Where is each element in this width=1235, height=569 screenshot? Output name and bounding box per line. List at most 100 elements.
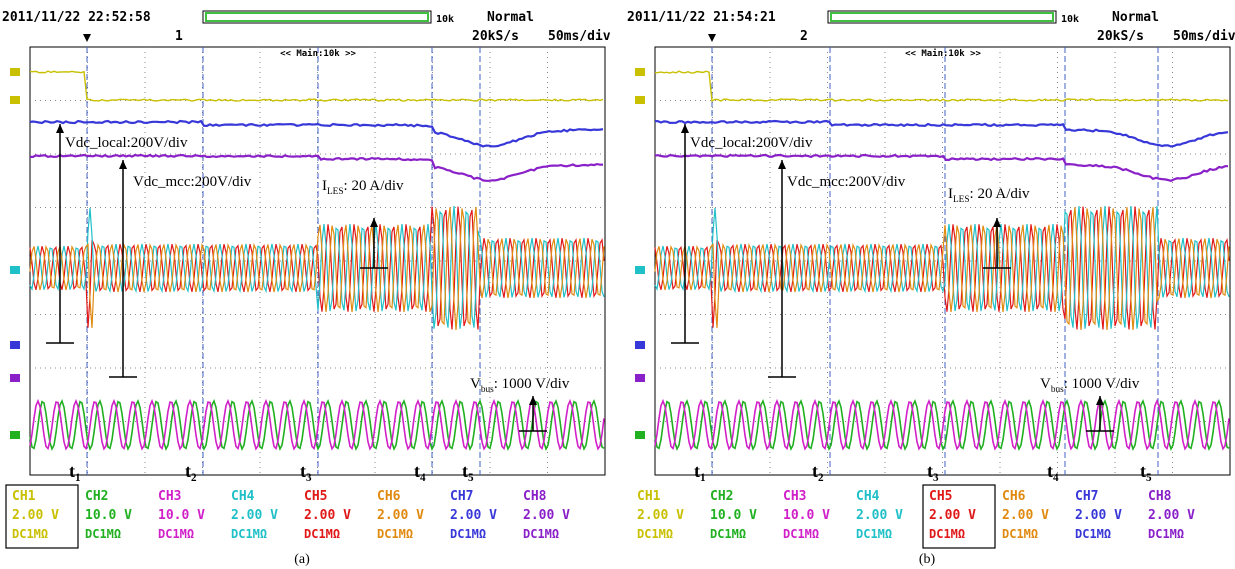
channel-name: CH8 xyxy=(523,489,547,504)
channel-coupling: DC1MΩ xyxy=(637,527,673,541)
vdc-mcc-label: Vdc_mcc:200V/div xyxy=(787,174,906,190)
v-bus-label-text: : 1000 V/div xyxy=(494,376,570,392)
time-marker-sub: 5 xyxy=(1146,472,1152,484)
i-les-label-text: : 20 A/div xyxy=(344,178,405,194)
datetime: 2011/11/22 21:54:21 xyxy=(627,10,776,25)
channel-scale: 2.00 V xyxy=(1148,508,1195,523)
channel-scale: 2.00 V xyxy=(377,508,424,523)
channel-coupling: DC1MΩ xyxy=(304,527,340,541)
channel-coupling: DC1MΩ xyxy=(85,527,121,541)
v-bus-label-text: : 1000 V/div xyxy=(1064,376,1140,392)
time-marker-sub: 3 xyxy=(306,472,312,484)
channel-name: CH4 xyxy=(856,489,880,504)
sample-rate: 20kS/s xyxy=(1097,29,1144,44)
channel-name: CH1 xyxy=(637,489,661,504)
sample-rate: 20kS/s xyxy=(472,29,519,44)
channel-coupling: DC1MΩ xyxy=(783,527,819,541)
ground-marker xyxy=(10,341,20,349)
ground-marker xyxy=(10,431,20,439)
channel-coupling: DC1MΩ xyxy=(1075,527,1111,541)
i-les-label-sub: LES xyxy=(953,195,970,205)
channel-name: CH2 xyxy=(710,489,733,504)
channel-scale: 2.00 V xyxy=(231,508,278,523)
ground-marker xyxy=(10,374,20,382)
ground-marker xyxy=(10,96,20,104)
caption: (b) xyxy=(919,552,936,567)
scope-panel: 2011/11/22 22:52:58110kNormal20kS/s50ms/… xyxy=(2,10,611,567)
channel-name: CH8 xyxy=(1148,489,1172,504)
trigger-marker xyxy=(83,34,91,42)
channel-name: CH6 xyxy=(377,489,401,504)
figure: 2011/11/22 22:52:58 1 10k Normal 20kS/s 50ms/… xyxy=(0,0,1235,569)
channel-name: CH3 xyxy=(158,489,181,504)
channel-name: CH3 xyxy=(783,489,806,504)
channel-coupling: DC1MΩ xyxy=(856,527,892,541)
channel-scale: 10.0 V xyxy=(85,508,132,523)
ground-marker xyxy=(635,68,645,76)
memory-fill xyxy=(831,13,1053,21)
ground-marker xyxy=(635,266,645,274)
memory: 10k xyxy=(1061,14,1079,25)
ground-marker xyxy=(10,68,20,76)
time-marker-sub: 5 xyxy=(468,472,474,484)
vdc-local-label: Vdc_local:200V/div xyxy=(690,135,813,151)
channel-coupling: DC1MΩ xyxy=(158,527,194,541)
i-les-label-sub: LES xyxy=(327,187,344,197)
mode: Normal xyxy=(487,10,534,25)
ground-marker xyxy=(635,341,645,349)
channel-coupling: DC1MΩ xyxy=(710,527,746,541)
acq-count: 1 xyxy=(175,29,183,44)
i-les-label-text: : 20 A/div xyxy=(970,186,1031,202)
channel-scale: 2.00 V xyxy=(450,508,497,523)
trigger-marker xyxy=(708,34,716,42)
channel-coupling: DC1MΩ xyxy=(231,527,267,541)
channel-name: CH6 xyxy=(1002,489,1026,504)
channel-name: CH5 xyxy=(929,489,952,504)
channel-coupling: DC1MΩ xyxy=(377,527,413,541)
vdc-mcc-label: Vdc_mcc:200V/div xyxy=(133,174,252,190)
channel-scale: 2.00 V xyxy=(12,508,59,523)
channel-scale: 10.0 V xyxy=(710,508,757,523)
channel-name: CH1 xyxy=(12,489,36,504)
channel-name: CH2 xyxy=(85,489,108,504)
channel-scale: 2.00 V xyxy=(1075,508,1122,523)
time-marker-sub: 1 xyxy=(700,472,706,484)
channel-scale: 10.0 V xyxy=(783,508,830,523)
caption: (a) xyxy=(294,552,310,567)
time-marker-sub: 1 xyxy=(75,472,81,484)
channel-coupling: DC1MΩ xyxy=(1148,527,1184,541)
channel-scale: 2.00 V xyxy=(523,508,570,523)
channel-coupling: DC1MΩ xyxy=(1002,527,1038,541)
channel-scale: 2.00 V xyxy=(637,508,684,523)
channel-scale: 10.0 V xyxy=(158,508,205,523)
v-bus-label-sub: bus xyxy=(1051,385,1064,395)
ground-marker xyxy=(635,431,645,439)
channel-scale: 2.00 V xyxy=(929,508,976,523)
channel-coupling: DC1MΩ xyxy=(450,527,486,541)
v-bus-label-sub: bus xyxy=(481,385,494,395)
datetime: 2011/11/22 22:52:58 xyxy=(2,10,151,25)
time-marker-sub: 3 xyxy=(933,472,939,484)
time-marker-sub: 2 xyxy=(818,472,824,484)
v-bus-label-symbol: V xyxy=(470,376,481,392)
timebase: 50ms/div xyxy=(1173,29,1235,44)
mode: Normal xyxy=(1112,10,1159,25)
ground-marker xyxy=(635,96,645,104)
screen-label: << Main:10k >> xyxy=(905,48,981,59)
time-marker-sub: 4 xyxy=(420,472,426,484)
ground-marker xyxy=(10,266,20,274)
channel-scale: 2.00 V xyxy=(1002,508,1049,523)
memory-fill xyxy=(206,13,428,21)
time-marker-sub: 2 xyxy=(191,472,197,484)
vdc-local-label: Vdc_local:200V/div xyxy=(65,135,188,151)
timebase: 50ms/div xyxy=(548,29,611,44)
scope-panel: 2011/11/22 21:54:21 2 10k Normal 20kS/s 50ms/… xyxy=(627,10,1235,567)
v-bus-label-symbol: V xyxy=(1040,376,1051,392)
channel-name: CH4 xyxy=(231,489,255,504)
channel-scale: 2.00 V xyxy=(304,508,351,523)
channel-coupling: DC1MΩ xyxy=(12,527,48,541)
channel-name: CH5 xyxy=(304,489,327,504)
acq-count: 2 xyxy=(800,29,808,44)
time-marker-sub: 4 xyxy=(1053,472,1059,484)
channel-name: CH7 xyxy=(450,489,473,504)
